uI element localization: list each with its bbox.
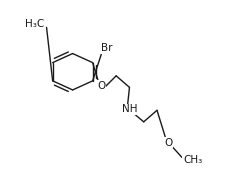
Text: Br: Br: [101, 43, 113, 53]
Text: NH: NH: [122, 104, 137, 114]
Text: O: O: [97, 81, 105, 91]
Text: CH₃: CH₃: [183, 155, 202, 165]
Text: H₃C: H₃C: [25, 19, 44, 29]
Text: O: O: [164, 138, 173, 148]
